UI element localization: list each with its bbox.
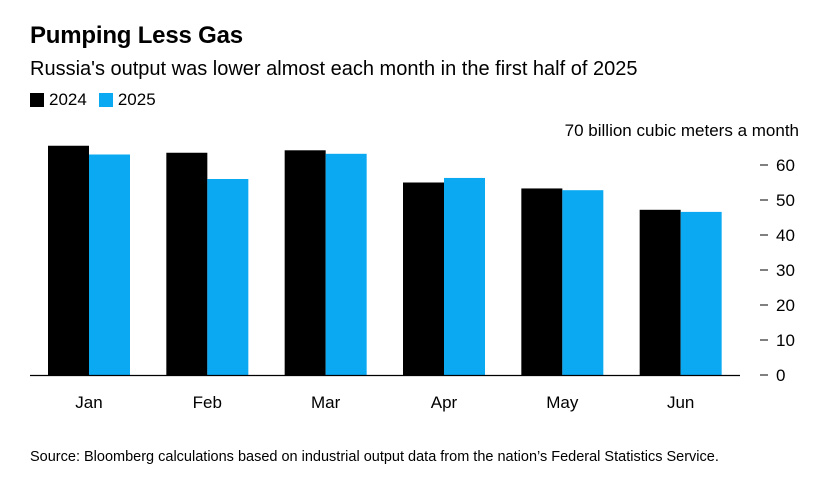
bar-2024-jun xyxy=(639,209,681,375)
x-tick-label-may: May xyxy=(546,393,579,412)
bar-2024-apr xyxy=(403,182,444,375)
bar-2024-jan xyxy=(48,145,89,375)
bar-2024-feb xyxy=(166,152,208,375)
x-tick-label-jan: Jan xyxy=(75,393,102,412)
x-tick-label-apr: Apr xyxy=(431,393,458,412)
legend-label-2025: 2025 xyxy=(117,90,156,109)
y-tick-label-30: 30 xyxy=(776,261,795,280)
bar-2025-may xyxy=(562,190,604,375)
bar-2025-feb xyxy=(207,179,249,375)
legend-label-2024: 2024 xyxy=(49,90,87,109)
bar-2025-apr xyxy=(444,177,485,375)
bar-chart: Jan Feb Mar Apr May Jun 0 10 20 30 40 50 60 70 billio… xyxy=(30,121,799,412)
y-tick-label-10: 10 xyxy=(776,331,795,350)
y-tick-label-0: 0 xyxy=(776,366,785,385)
y-tick-label-40: 40 xyxy=(776,226,795,245)
x-tick-label-feb: Feb xyxy=(193,393,222,412)
chart-subtitle: Russia's output was lower almost each mo… xyxy=(30,58,638,80)
bar-2024-may xyxy=(521,188,563,375)
chart-area: Jan Feb Mar Apr May Jun 0 10 20 30 40 50 60 70 billio… xyxy=(0,110,825,420)
x-tick-label-mar: Mar xyxy=(311,393,341,412)
legend-swatch-2025 xyxy=(98,93,113,107)
x-tick-label-jun: Jun xyxy=(667,393,694,412)
source-note: Source: Bloomberg calculations based on … xyxy=(30,449,719,465)
legend-item-2024: 2024 xyxy=(30,90,87,110)
legend-swatch-2024 xyxy=(30,93,44,107)
legend-item-2025: 2025 xyxy=(98,90,156,110)
y-tick-label-50: 50 xyxy=(776,191,795,210)
bar-2025-jan xyxy=(89,154,130,375)
y-axis-top-label: 70 billion cubic meters a month xyxy=(565,121,799,140)
chart-title: Pumping Less Gas xyxy=(30,22,243,49)
y-tick-label-20: 20 xyxy=(776,296,795,315)
bar-2025-mar xyxy=(325,153,367,375)
bar-2025-jun xyxy=(680,211,722,375)
y-tick-label-60: 60 xyxy=(776,156,795,175)
legend: 2024 2025 xyxy=(30,90,168,110)
bar-2024-mar xyxy=(284,150,326,375)
